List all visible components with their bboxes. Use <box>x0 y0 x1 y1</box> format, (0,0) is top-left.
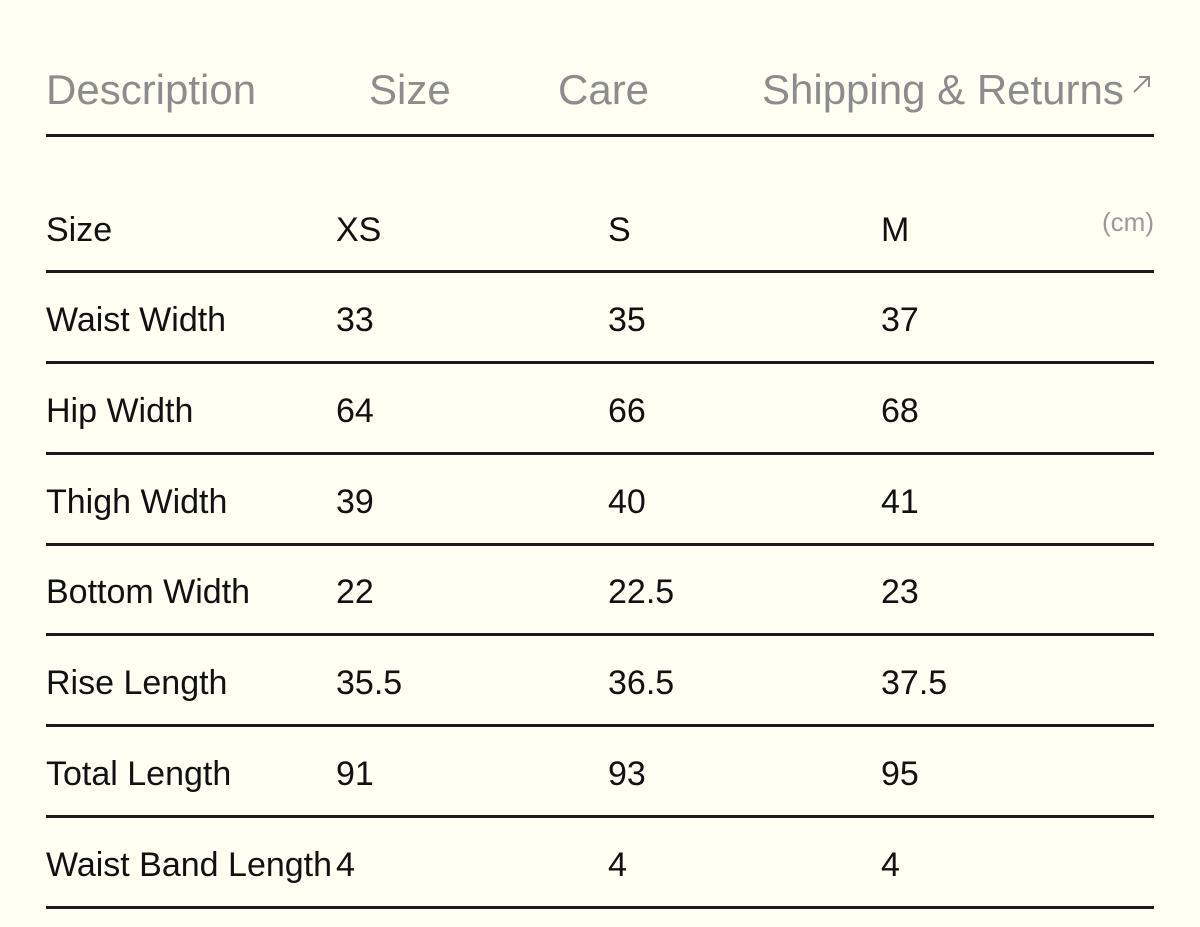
header-cell: M <box>881 211 910 249</box>
tab[interactable]: Care <box>558 66 650 113</box>
row-label: Rise Length <box>46 664 228 703</box>
row-divider <box>46 270 1154 273</box>
tab-divider <box>46 134 1154 137</box>
external-link-icon <box>1133 76 1150 93</box>
value-cell: 35.5 <box>336 664 403 703</box>
value-cell: 4 <box>881 845 900 884</box>
value-cell: 36.5 <box>608 664 675 703</box>
value-cell: 4 <box>608 845 627 884</box>
value-cell: 68 <box>881 391 919 430</box>
value-cell: 37 <box>881 301 919 339</box>
value-cell: 37.5 <box>881 664 948 703</box>
tab[interactable]: Shipping & Returns <box>762 66 1124 113</box>
row-divider <box>46 905 1154 909</box>
value-cell: 39 <box>336 482 374 521</box>
row-divider <box>46 361 1154 364</box>
tab[interactable]: Size <box>369 66 451 113</box>
value-cell: 66 <box>608 391 646 430</box>
value-cell: 22 <box>336 573 374 612</box>
row-label: Waist Band Length <box>46 845 333 884</box>
value-cell: 35 <box>608 301 646 339</box>
header-cell: XS <box>336 211 382 249</box>
header-cell: S <box>608 211 631 249</box>
value-cell: 64 <box>336 391 374 430</box>
value-cell: 4 <box>336 845 355 884</box>
value-cell: 40 <box>608 482 646 521</box>
value-cell: 95 <box>881 755 919 793</box>
row-label: Hip Width <box>46 391 194 430</box>
row-divider <box>46 724 1154 728</box>
value-cell: 91 <box>336 755 374 793</box>
header-cell: Size <box>46 211 113 249</box>
row-divider <box>46 815 1154 818</box>
row-divider <box>46 451 1154 455</box>
row-label: Waist Width <box>46 301 227 339</box>
value-cell: 41 <box>881 482 919 521</box>
row-label: Total Length <box>46 755 232 793</box>
value-cell: 22.5 <box>608 573 675 612</box>
row-divider <box>46 633 1154 637</box>
tab[interactable]: Description <box>46 66 257 113</box>
row-divider <box>46 542 1154 546</box>
value-cell: 33 <box>336 301 374 339</box>
row-label: Thigh Width <box>46 482 228 521</box>
value-cell: 23 <box>881 573 919 612</box>
unit-label: (cm) <box>1102 207 1154 237</box>
value-cell: 93 <box>608 755 646 793</box>
row-label: Bottom Width <box>46 573 251 612</box>
